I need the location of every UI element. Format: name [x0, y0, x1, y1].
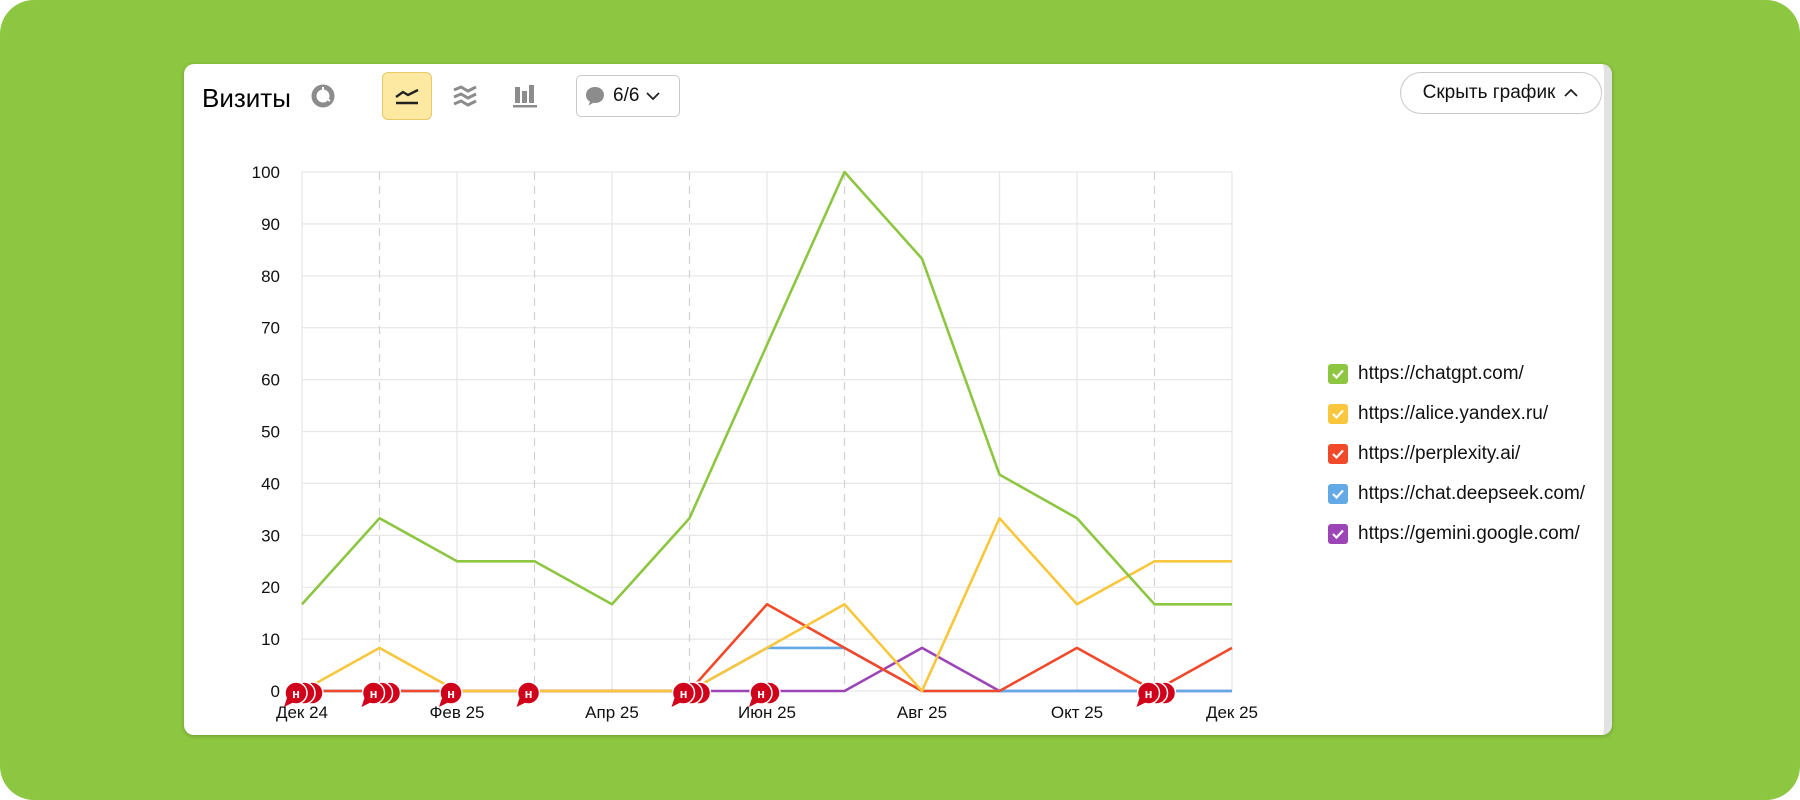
comment-marker-label: н — [525, 686, 533, 701]
y-tick-label: 20 — [261, 578, 280, 597]
x-tick-label: Авг 25 — [897, 703, 947, 722]
legend-item[interactable]: https://perplexity.ai/ — [1328, 434, 1585, 474]
comments-dropdown[interactable]: 6/6 — [576, 75, 680, 117]
chart-legend: https://chatgpt.com/https://alice.yandex… — [1328, 354, 1585, 554]
comment-marker-tail — [749, 698, 759, 707]
comment-marker-tail — [1136, 698, 1147, 707]
y-tick-label: 90 — [261, 215, 280, 234]
comment-marker-label: н — [292, 686, 300, 701]
y-tick-label: 50 — [261, 423, 280, 442]
comment-marker-tail — [516, 698, 527, 707]
y-tick-label: 10 — [261, 630, 280, 649]
legend-label: https://chatgpt.com/ — [1358, 363, 1524, 384]
checkbox-checked-icon[interactable] — [1328, 524, 1348, 544]
comment-marker-label: н — [680, 686, 688, 701]
comment-marker-label: н — [447, 686, 455, 701]
bar-chart-button[interactable] — [500, 72, 550, 120]
hide-chart-label: Скрыть график — [1422, 82, 1556, 103]
series-line — [301, 170, 1232, 606]
legend-label: https://chat.deepseek.com/ — [1358, 483, 1586, 504]
checkbox-checked-icon[interactable] — [1328, 404, 1348, 424]
legend-label: https://gemini.google.com/ — [1358, 523, 1580, 544]
x-tick-label: Окт 25 — [1051, 703, 1103, 722]
pie-chart-button[interactable] — [298, 72, 348, 120]
chart-card: Визиты — [184, 64, 1612, 735]
speech-bubble-icon — [586, 87, 604, 106]
hide-chart-button[interactable]: Скрыть график — [1400, 72, 1602, 114]
x-tick-label: Июн 25 — [738, 703, 796, 722]
comment-marker-label: н — [1145, 686, 1153, 701]
comment-marker-label: н — [757, 686, 765, 701]
comments-count: 6/6 — [613, 85, 640, 106]
x-tick-label: Фев 25 — [429, 703, 484, 722]
x-tick-label: Дек 25 — [1206, 703, 1258, 722]
y-tick-label: 100 — [252, 163, 280, 182]
checkbox-checked-icon[interactable] — [1328, 364, 1348, 384]
legend-item[interactable]: https://gemini.google.com/ — [1328, 514, 1585, 554]
comment-marker — [361, 681, 386, 705]
pie-chart-icon — [311, 84, 335, 108]
y-tick-label: 70 — [261, 319, 280, 338]
comment-marker-label: н — [370, 686, 378, 701]
line-chart-button[interactable] — [382, 72, 432, 120]
legend-label: https://alice.yandex.ru/ — [1358, 403, 1549, 424]
legend-item[interactable]: https://alice.yandex.ru/ — [1328, 394, 1585, 434]
bar-chart-icon — [513, 85, 537, 108]
checkbox-checked-icon[interactable] — [1328, 444, 1348, 464]
y-tick-label: 80 — [261, 267, 280, 286]
comment-marker — [671, 681, 696, 705]
y-tick-label: 60 — [261, 371, 280, 390]
comment-marker-tail — [439, 698, 449, 707]
comment-marker — [516, 681, 541, 705]
chevron-down-icon — [646, 92, 661, 101]
y-tick-label: 0 — [271, 682, 280, 701]
y-tick-label: 40 — [261, 474, 280, 493]
legend-item[interactable]: https://chat.deepseek.com/ — [1328, 474, 1585, 514]
chevron-up-icon — [1564, 88, 1579, 97]
comment-marker-tail — [671, 698, 682, 707]
line-chart: 0 10 20 30 40 50 60 70 80 90 100 Дек 24 Фев 25 Апр 25… — [252, 163, 1258, 722]
legend-label: https://perplexity.ai/ — [1358, 443, 1521, 464]
checkbox-checked-icon[interactable] — [1328, 484, 1348, 504]
comment-marker — [749, 681, 773, 705]
comment-marker — [1136, 681, 1161, 705]
area-chart-icon — [453, 85, 477, 107]
legend-item[interactable]: https://chatgpt.com/ — [1328, 354, 1585, 394]
area-chart-button[interactable] — [440, 72, 490, 120]
comment-marker — [284, 681, 308, 705]
line-chart-icon — [395, 88, 419, 105]
comment-marker-tail — [361, 698, 372, 707]
x-tick-label: Дек 24 — [276, 703, 328, 722]
comment-marker — [439, 681, 463, 705]
y-tick-label: 30 — [261, 526, 280, 545]
comment-marker-tail — [284, 698, 294, 707]
x-tick-label: Апр 25 — [585, 703, 639, 722]
page-title: Визиты — [202, 83, 291, 113]
